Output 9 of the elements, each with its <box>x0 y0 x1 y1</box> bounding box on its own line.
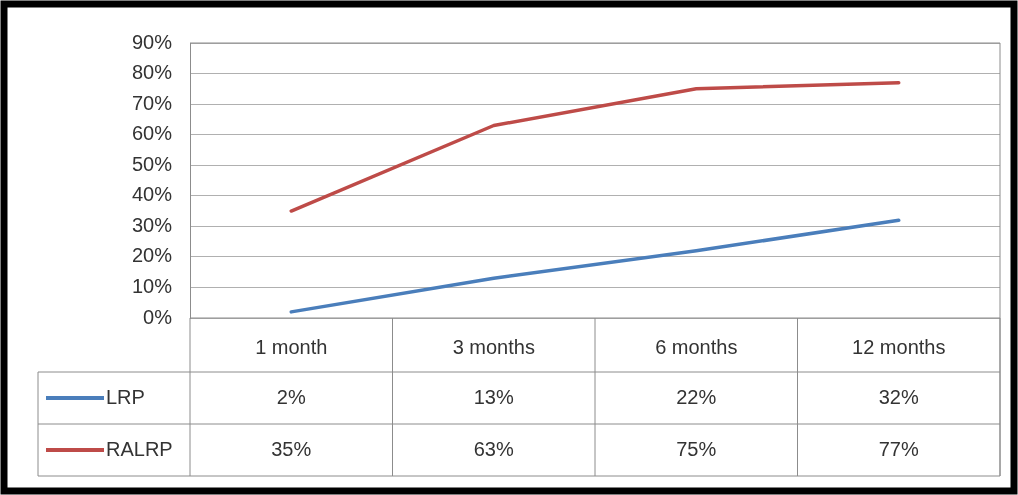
y-tick-label: 30% <box>131 213 173 236</box>
y-tick-label: 90% <box>131 30 173 53</box>
y-tick-label: 80% <box>131 61 173 84</box>
y-tick-label: 60% <box>131 122 173 145</box>
y-tick-label: 10% <box>131 274 173 297</box>
y-tick-label: 20% <box>131 244 173 267</box>
y-tick-label: 40% <box>131 183 173 206</box>
y-tick-label: 70% <box>131 91 173 114</box>
y-tick-label: 50% <box>131 152 173 175</box>
